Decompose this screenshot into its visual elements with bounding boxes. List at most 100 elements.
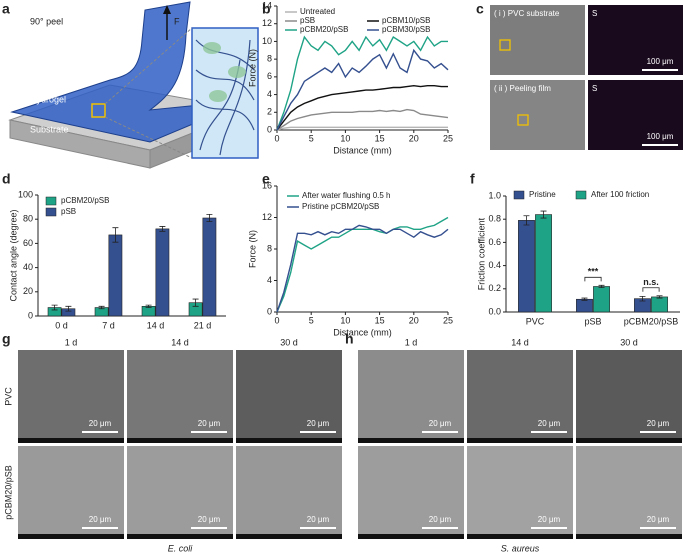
- bar: [576, 298, 593, 313]
- legend-swatch: [45, 196, 57, 206]
- scale-label: 20 μm: [198, 515, 221, 524]
- substrate-label: Substrate: [30, 124, 69, 134]
- x-tick-label: 0: [274, 315, 279, 325]
- particle: [228, 66, 246, 78]
- column-label: 14 d: [511, 337, 529, 347]
- image-footer: [18, 438, 124, 443]
- x-tick-label: 21 d: [194, 320, 212, 330]
- series-line: [276, 108, 449, 131]
- image-footer: [576, 534, 682, 539]
- image-title: ( ii ) Peeling film: [494, 84, 551, 93]
- y-tick-label: 14: [262, 0, 272, 10]
- polymer-chains: [195, 39, 255, 156]
- panel-letter: f: [470, 171, 475, 187]
- scale-label: 20 μm: [307, 419, 330, 428]
- panel-letter: a: [2, 1, 10, 17]
- particle: [203, 42, 221, 54]
- x-tick-label: 20: [409, 315, 419, 325]
- legend-label: pCBM20/pSB: [61, 196, 109, 205]
- bar: [535, 214, 552, 313]
- error-bar: [523, 215, 530, 226]
- y-axis-title: Force (N): [247, 49, 257, 87]
- y-tick-label: 0: [267, 306, 272, 316]
- scale-label: 100 μm: [647, 132, 674, 141]
- legend-label: Untreated: [300, 7, 335, 16]
- y-tick-label: 4: [267, 89, 272, 99]
- image-footer: [127, 534, 233, 539]
- y-tick-label: 0.4: [488, 260, 501, 270]
- sem-image: [236, 446, 342, 539]
- x-tick-label: 7 d: [102, 320, 115, 330]
- scale-label: 20 μm: [198, 419, 221, 428]
- y-tick-label: 1.0: [488, 190, 501, 200]
- image-footer: [467, 438, 573, 443]
- x-tick-label: 0: [274, 133, 279, 143]
- element-label: S: [592, 84, 597, 93]
- column-label: 1 d: [65, 337, 78, 347]
- legend-swatch: [513, 190, 525, 200]
- series-line: [276, 35, 448, 131]
- series-line: [276, 84, 448, 131]
- sem-image: [18, 446, 124, 539]
- particle: [209, 90, 227, 102]
- y-tick-label: 0.2: [488, 283, 501, 293]
- y-tick-label: 0.6: [488, 237, 501, 247]
- y-axis-title: Friction coefficient: [476, 217, 486, 290]
- y-axis-title: Contact angle (degree): [8, 209, 18, 301]
- chart: 0 2 4 6 8 10 12 14 Force (N) Distance (mm) 0 5 10 15 2…: [247, 0, 453, 155]
- significance-label: n.s.: [643, 277, 659, 287]
- y-tick-label: 10: [262, 36, 272, 46]
- bar: [593, 286, 610, 313]
- y-tick-label: 0: [28, 310, 33, 320]
- bar: [518, 220, 535, 313]
- hydrogel-label: Hydrogel: [30, 94, 66, 104]
- x-tick-label: pSB: [584, 316, 601, 326]
- eds-map: [588, 5, 683, 75]
- scale-label: 20 μm: [538, 515, 561, 524]
- y-tick-label: 20: [23, 286, 33, 296]
- force-label: F: [174, 16, 180, 26]
- scale-label: 20 μm: [647, 419, 670, 428]
- image-title: ( i ) PVC substrate: [494, 9, 560, 18]
- element-label: S: [592, 9, 597, 18]
- row-label: pCBM20/pSB: [3, 465, 13, 520]
- arrow-head: [163, 5, 171, 14]
- x-tick-label: 15: [375, 133, 385, 143]
- bar: [651, 296, 668, 313]
- error-bar: [145, 304, 152, 308]
- column-label: 30 d: [280, 337, 298, 347]
- y-tick-label: 12: [262, 212, 272, 222]
- sem-image: [358, 446, 464, 539]
- error-bar: [159, 226, 166, 232]
- legend-label: pCBM30/pSB: [382, 25, 430, 34]
- scale-label: 20 μm: [429, 419, 452, 428]
- x-tick-label: 0 d: [55, 320, 68, 330]
- y-tick-label: 0.8: [488, 214, 501, 224]
- scale-label: 20 μm: [89, 515, 112, 524]
- x-axis-title: Distance (mm): [333, 145, 392, 155]
- panel-letter: h: [345, 331, 354, 347]
- error-bar: [65, 305, 72, 312]
- error-bar: [192, 298, 199, 307]
- x-tick-label: pCBM20/pSB: [624, 316, 679, 326]
- x-axis-title: Distance (mm): [333, 327, 392, 337]
- image-footer: [18, 534, 124, 539]
- x-tick-label: 5: [309, 133, 314, 143]
- legend-label: pSB: [61, 207, 76, 216]
- y-tick-label: 12: [262, 18, 272, 28]
- bar: [108, 234, 123, 317]
- legend-label: Pristine pCBM20/pSB: [302, 202, 379, 211]
- scale-label: 20 μm: [307, 515, 330, 524]
- y-tick-label: 0.0: [488, 306, 501, 316]
- legend-label: pSB: [300, 16, 315, 25]
- legend-swatch: [45, 207, 57, 217]
- image-footer: [576, 438, 682, 443]
- y-tick-label: 80: [23, 214, 33, 224]
- image-footer: [358, 534, 464, 539]
- chart: 0 4 8 12 16 Force (N) Distance (mm) 0 5 10 15 20 25 A…: [247, 180, 453, 337]
- legend-label: After water flushing 0.5 h: [302, 191, 391, 200]
- x-tick-label: 10: [340, 133, 350, 143]
- error-bar: [51, 304, 58, 311]
- x-tick-label: 25: [443, 315, 453, 325]
- marker: [517, 114, 529, 126]
